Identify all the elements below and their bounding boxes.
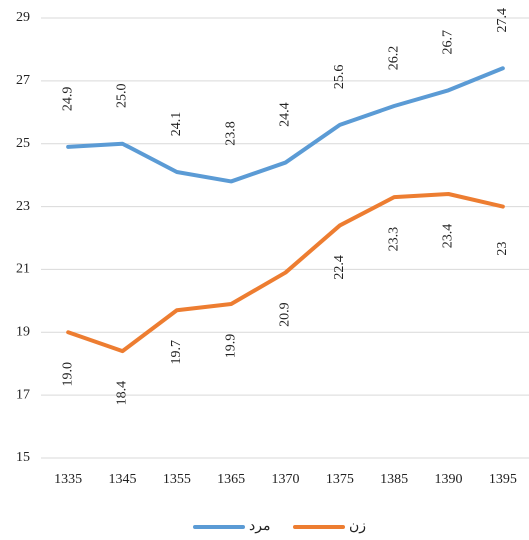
data-label: 24.1 (169, 112, 184, 137)
x-tick-label: 1390 (435, 472, 463, 487)
data-label: 23.3 (386, 227, 401, 252)
y-tick-label: 27 (16, 73, 30, 88)
x-tick-label: 1365 (217, 472, 245, 487)
y-tick-label: 17 (16, 387, 30, 402)
y-tick-label: 15 (16, 450, 30, 465)
data-label: 22.4 (332, 255, 347, 280)
legend-label: مرد (249, 519, 270, 534)
data-label: 19.0 (60, 362, 75, 387)
x-tick-label: 1375 (326, 472, 354, 487)
data-label: 26.7 (441, 30, 456, 55)
x-tick-label: 1345 (109, 472, 137, 487)
x-tick-label: 1385 (380, 472, 408, 487)
y-tick-label: 25 (16, 136, 30, 151)
data-label: 24.4 (278, 102, 293, 127)
series-line (66, 192, 505, 354)
legend-label: زن (349, 519, 366, 534)
data-label: 25.6 (332, 65, 347, 90)
data-label: 25.0 (115, 83, 130, 108)
data-label: 20.9 (278, 302, 293, 327)
data-label: 23 (495, 242, 510, 256)
data-label: 24.9 (60, 87, 75, 112)
x-tick-label: 1395 (489, 472, 517, 487)
data-label: 27.4 (495, 8, 510, 32)
x-tick-label: 1355 (163, 472, 191, 487)
y-tick-label: 23 (16, 199, 30, 214)
data-label: 26.2 (386, 46, 401, 71)
data-label: 18.4 (115, 381, 130, 406)
data-label: 19.9 (223, 334, 238, 359)
y-tick-label: 19 (16, 325, 30, 340)
y-tick-label: 21 (16, 262, 30, 277)
data-label: 23.4 (441, 224, 456, 249)
series-line (66, 66, 505, 184)
x-tick-label: 1335 (54, 472, 82, 487)
x-tick-label: 1370 (272, 472, 300, 487)
y-tick-label: 29 (16, 10, 30, 25)
data-label: 19.7 (169, 340, 184, 365)
data-label: 23.8 (223, 121, 238, 146)
